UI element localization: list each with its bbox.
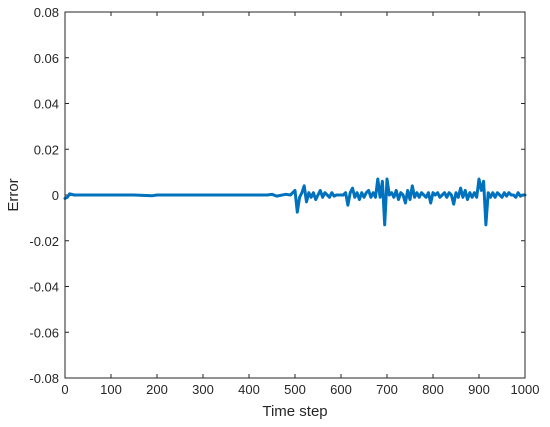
x-tick-label: 400 — [238, 382, 260, 397]
y-tick-label: 0.08 — [34, 5, 59, 20]
y-tick-label: 0.06 — [34, 51, 59, 66]
x-tick-label: 0 — [61, 382, 68, 397]
y-tick-label: 0 — [52, 188, 59, 203]
x-tick-label: 800 — [422, 382, 444, 397]
y-tick-label: -0.02 — [29, 234, 59, 249]
x-tick-label: 500 — [284, 382, 306, 397]
x-tick-label: 900 — [468, 382, 490, 397]
x-axis-ticks: 0 100 200 300 400 500 600 700 800 900 1000 — [61, 12, 539, 397]
plot-area-frame — [64, 11, 526, 379]
x-tick-label: 300 — [192, 382, 214, 397]
x-axis-label: Time step — [262, 403, 327, 420]
y-axis-label: Error — [5, 178, 22, 211]
x-tick-label: 1000 — [511, 382, 540, 397]
x-tick-label: 200 — [146, 382, 168, 397]
error-series-line — [63, 177, 527, 227]
x-tick-label: 600 — [330, 382, 352, 397]
y-tick-label: -0.08 — [29, 371, 59, 386]
y-tick-label: 0.02 — [34, 142, 59, 157]
y-tick-label: 0.04 — [34, 97, 59, 112]
series-layer — [63, 177, 527, 227]
x-tick-label: 700 — [376, 382, 398, 397]
x-tick-label: 100 — [100, 382, 122, 397]
y-tick-label: -0.04 — [29, 280, 59, 295]
y-tick-label: -0.06 — [29, 325, 59, 340]
